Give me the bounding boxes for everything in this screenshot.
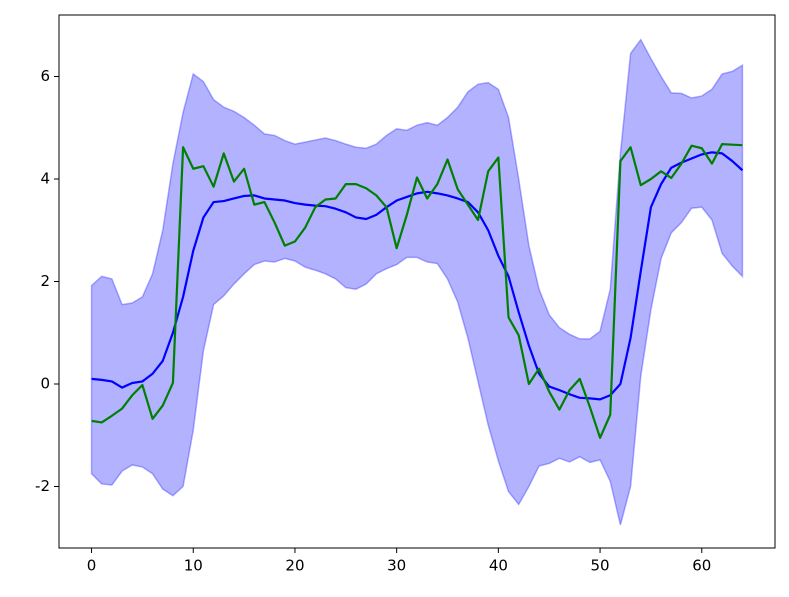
- y-tick-label: 0: [40, 375, 50, 393]
- line: [91, 151, 744, 401]
- line: [91, 143, 743, 439]
- y-tick-label: 4: [40, 170, 50, 188]
- y-tick-label: -2: [35, 477, 50, 495]
- y-tick-label: 2: [40, 272, 50, 290]
- x-tick-label: 40: [489, 557, 508, 575]
- y-tick-label: 6: [40, 67, 50, 85]
- band: [90, 38, 744, 526]
- x-tick-label: 10: [184, 557, 203, 575]
- x-tick-label: 30: [387, 557, 406, 575]
- x-tick-label: 20: [285, 557, 304, 575]
- x-tick-label: 60: [692, 557, 711, 575]
- x-tick-label: 50: [591, 557, 610, 575]
- x-tick-label: 0: [87, 557, 97, 575]
